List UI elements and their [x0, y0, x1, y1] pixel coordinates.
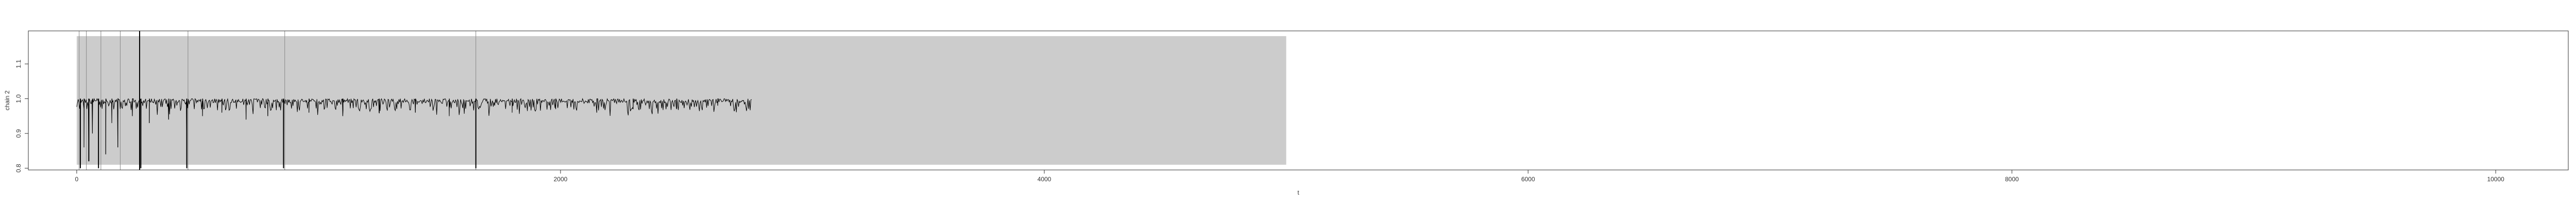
x-axis: 0 2000 4000 6000 8000 10000 — [75, 170, 2504, 183]
x-tick-label: 0 — [75, 176, 79, 183]
x-tick-label: 6000 — [1521, 176, 1535, 183]
y-axis: 0.8 0.9 1.0 1.1 — [15, 59, 28, 173]
x-tick-label: 4000 — [1038, 176, 1052, 183]
series-line — [76, 97, 752, 168]
y-tick-label: 0.8 — [15, 164, 22, 173]
y-axis-title: chain 2 — [4, 90, 11, 110]
series-layer — [76, 97, 752, 168]
y-tick-label: 0.9 — [15, 129, 22, 138]
shaded-region-layer — [76, 36, 1286, 165]
x-axis-title: t — [1297, 189, 1299, 196]
x-tick-label: 8000 — [2005, 176, 2019, 183]
y-tick-label: 1.0 — [15, 94, 22, 103]
y-tick-label: 1.1 — [15, 59, 22, 68]
shaded-region — [76, 36, 1286, 165]
x-tick-label: 10000 — [2487, 176, 2504, 183]
x-tick-label: 2000 — [554, 176, 568, 183]
plot-frame — [28, 30, 2569, 170]
